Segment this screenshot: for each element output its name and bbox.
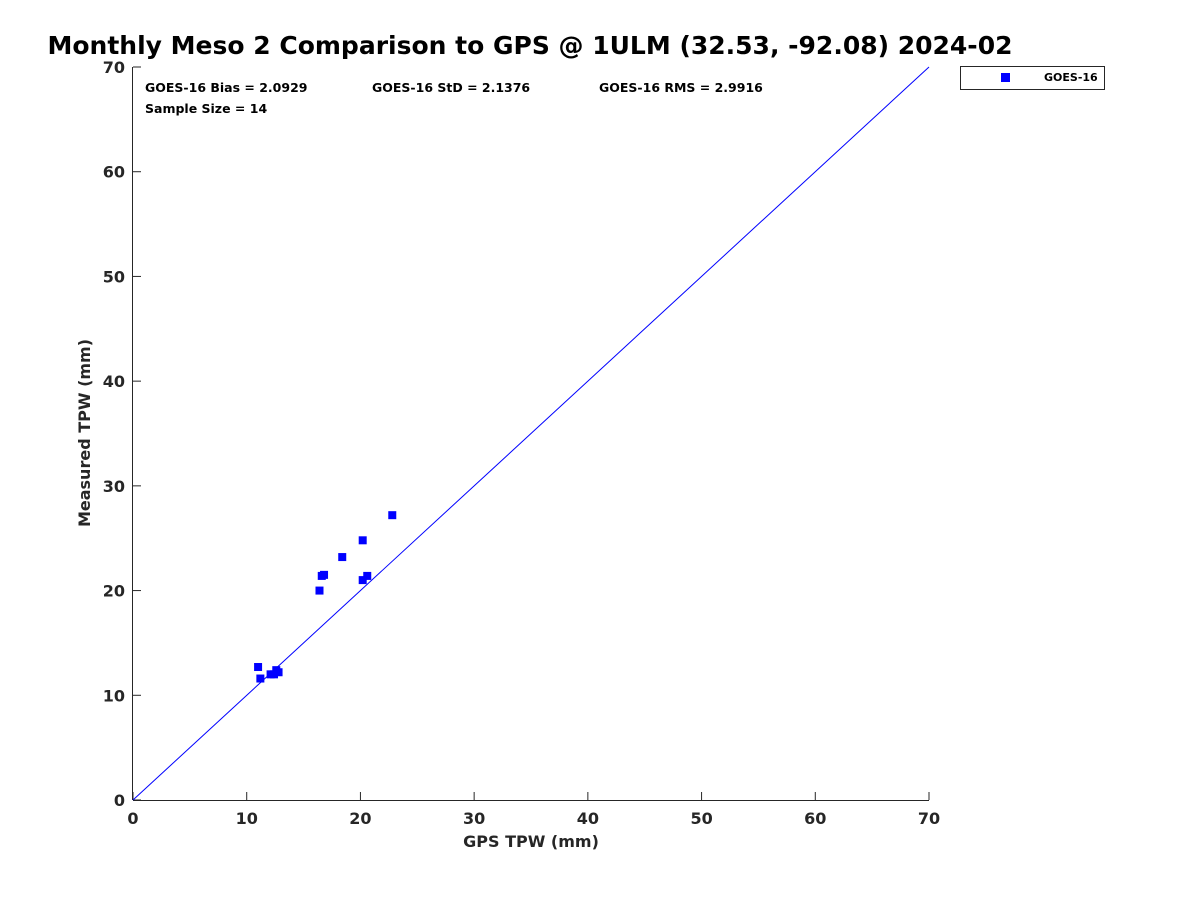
legend: GOES-16 [960, 66, 1105, 90]
chart-title: Monthly Meso 2 Comparison to GPS @ 1ULM … [48, 31, 1013, 60]
x-tick-label: 60 [804, 809, 826, 828]
x-tick-label: 40 [577, 809, 599, 828]
data-point [254, 663, 263, 672]
x-tick-label: 10 [236, 809, 258, 828]
data-point [270, 670, 279, 679]
statistics-panel: GOES-16 Bias = 2.0929 GOES-16 StD = 2.13… [145, 80, 763, 116]
x-axis-label: GPS TPW (mm) [463, 832, 599, 851]
data-point [363, 571, 372, 580]
data-points-layer [254, 511, 397, 683]
bias-stat: GOES-16 Bias = 2.0929 [145, 80, 307, 95]
y-tick-label: 50 [103, 267, 125, 286]
data-point [256, 674, 265, 683]
sample-size-stat: Sample Size = 14 [145, 101, 267, 116]
data-point [338, 553, 347, 562]
data-point [388, 511, 397, 520]
rms-stat: GOES-16 RMS = 2.9916 [599, 80, 763, 95]
axes: 0 10 20 30 40 50 60 70 0 10 20 30 40 50 60 70 [103, 58, 940, 828]
y-tick-label: 60 [103, 163, 125, 182]
y-tick-label: 40 [103, 372, 125, 391]
y-tick-label: 70 [103, 58, 125, 77]
data-point [315, 586, 324, 595]
data-point [358, 576, 367, 585]
y-axis-label: Measured TPW (mm) [75, 339, 94, 527]
x-tick-label: 20 [349, 809, 371, 828]
reference-line-layer [132, 66, 930, 801]
one-to-one-reference-line [132, 66, 930, 801]
y-tick-label: 20 [103, 582, 125, 601]
legend-marker [1001, 73, 1010, 82]
data-point [358, 536, 367, 545]
y-tick-label: 30 [103, 477, 125, 496]
std-stat: GOES-16 StD = 2.1376 [372, 80, 530, 95]
legend-box [960, 66, 1105, 90]
x-tick-label: 70 [918, 809, 940, 828]
y-tick-label: 10 [103, 686, 125, 705]
x-tick-label: 50 [690, 809, 712, 828]
data-point [274, 668, 283, 677]
legend-label: GOES-16 [1044, 71, 1098, 84]
x-tick-label: 30 [463, 809, 485, 828]
data-point [320, 570, 329, 579]
y-tick-label: 0 [114, 791, 125, 810]
x-tick-label: 0 [127, 809, 138, 828]
